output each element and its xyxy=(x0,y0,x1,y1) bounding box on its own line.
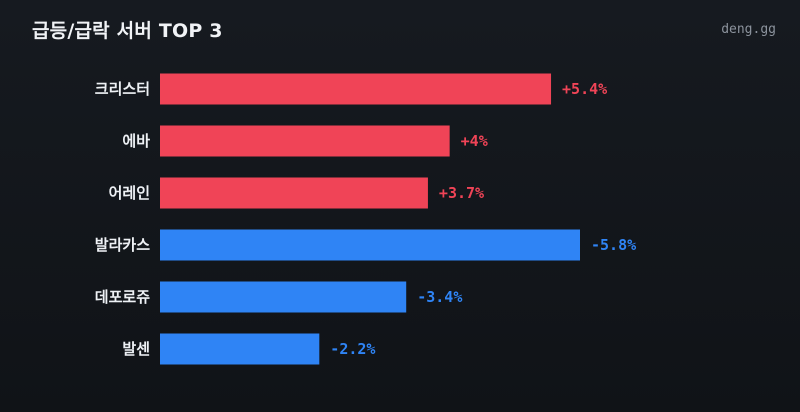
category-label: 크리스터 xyxy=(95,80,150,98)
category-label: 어레인 xyxy=(109,184,150,202)
category-label: 에바 xyxy=(122,132,150,150)
value-label: -3.4% xyxy=(417,288,462,306)
category-label: 발라카스 xyxy=(95,236,150,254)
bar xyxy=(160,333,320,365)
value-label: +5.4% xyxy=(562,80,607,98)
bar xyxy=(160,73,552,105)
brand-label: deng.gg xyxy=(721,22,776,37)
bar xyxy=(160,125,450,157)
value-label: +4% xyxy=(461,132,488,150)
value-label: -2.2% xyxy=(330,340,375,358)
bar xyxy=(160,177,428,209)
bar xyxy=(160,229,580,261)
category-label: 발센 xyxy=(122,340,150,358)
bar xyxy=(160,281,407,313)
value-label: -5.8% xyxy=(591,236,636,254)
category-label: 데포로쥬 xyxy=(95,288,150,306)
value-label: +3.7% xyxy=(439,184,484,202)
chart-title: 급등/급락 서버 TOP 3 xyxy=(32,20,223,42)
